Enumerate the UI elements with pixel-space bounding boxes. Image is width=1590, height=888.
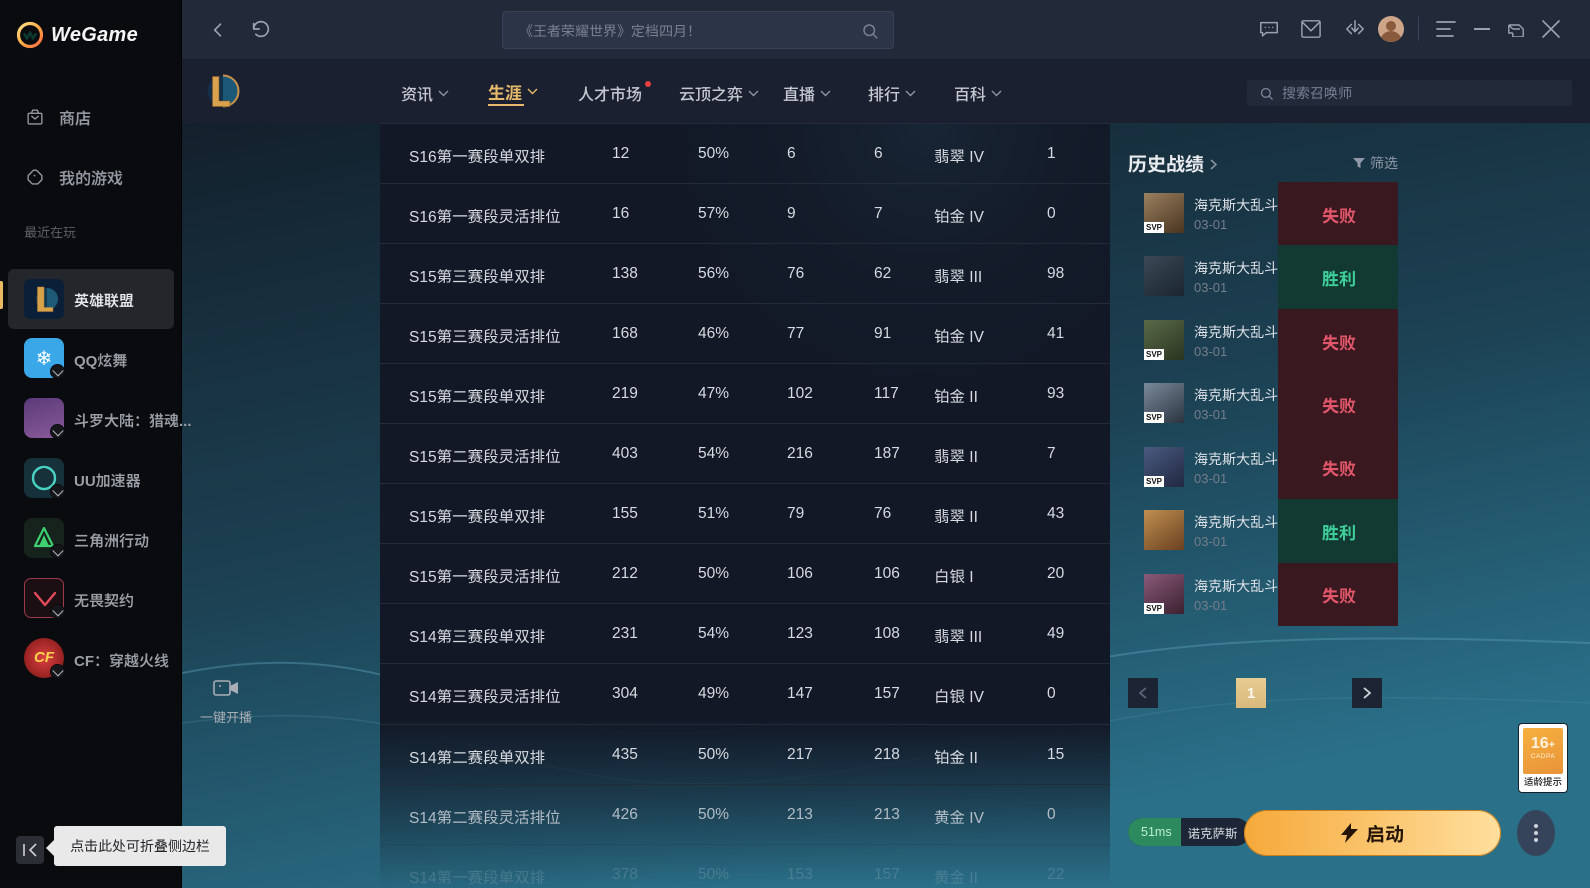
svg-text:❄: ❄ <box>36 348 53 370</box>
